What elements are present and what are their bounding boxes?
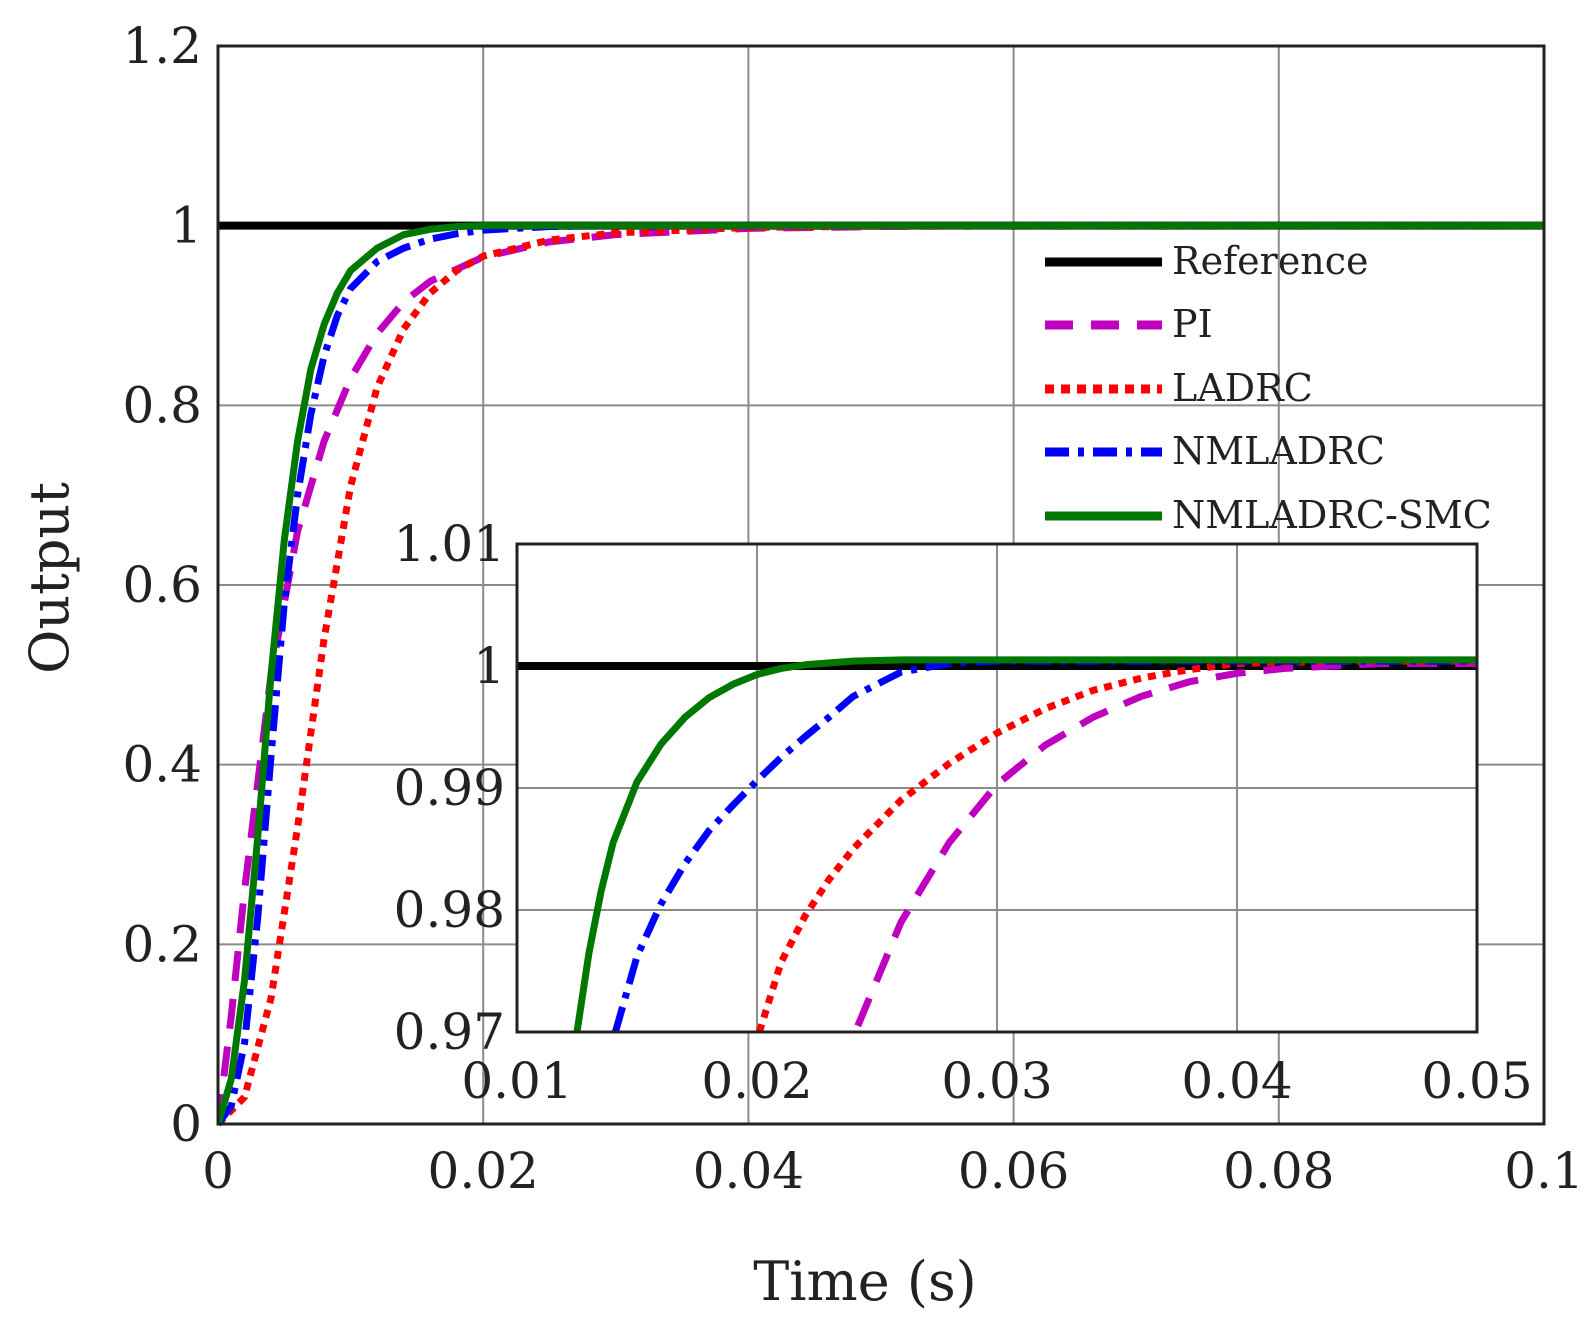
inset-y-tick-label-4: 1.01 (394, 515, 505, 573)
main-series-group (218, 221, 1544, 1127)
inset-x-tick-label-4: 0.05 (1421, 1052, 1532, 1110)
main-series-nmladrc-smc (218, 222, 1544, 1125)
x-axis-label: Time (s) (753, 1250, 976, 1313)
main-y-tick-label-2: 0.4 (122, 736, 202, 794)
inset-plot: 0.01 0.02 0.03 0.04 0.05 0.97 0.98 0.99 1 1.01 (394, 515, 1533, 1110)
inset-x-tick-label-0: 0.01 (461, 1052, 572, 1110)
legend: Reference PI LADRC NMLADRC NMLADRC-SMC (1045, 239, 1492, 537)
inset-y-tick-label-0: 0.97 (394, 1003, 505, 1061)
inset-x-tick-label-2: 0.03 (941, 1052, 1052, 1110)
legend-label-ladrc: LADRC (1172, 366, 1313, 410)
main-x-tick-label-1: 0.02 (428, 1142, 539, 1200)
main-y-tick-label-5: 1 (170, 197, 202, 255)
legend-label-nmladrc: NMLADRC (1172, 429, 1385, 473)
main-axes-frame (216, 44, 1546, 1126)
inset-y-tick-label-3: 1 (473, 637, 505, 695)
inset-series-ladrc (756, 657, 1477, 1034)
main-plot: 0 0.02 0.04 0.06 0.08 0.1 0 0.2 0.4 0.6 0.8 1 1.2 (122, 17, 1583, 1200)
legend-label-reference: Reference (1172, 239, 1369, 283)
inset-y-tick-label-2: 0.99 (394, 759, 505, 817)
main-y-tick-label-6: 1.2 (122, 17, 202, 75)
legend-label-pi: PI (1172, 302, 1213, 346)
main-x-tick-label-5: 0.1 (1504, 1142, 1584, 1200)
inset-series-nmladrc (612, 657, 1477, 1033)
main-y-tick-label-0: 0 (170, 1095, 202, 1153)
main-x-tick-label-2: 0.04 (693, 1142, 804, 1200)
main-x-tick-label-4: 0.08 (1223, 1142, 1334, 1200)
main-y-tick-label-4: 0.8 (122, 376, 202, 434)
main-x-tick-label-0: 0 (202, 1142, 234, 1200)
main-x-tick-label-3: 0.06 (958, 1142, 1069, 1200)
inset-x-tick-label-3: 0.04 (1181, 1052, 1292, 1110)
main-y-tick-label-3: 0.6 (122, 556, 202, 614)
inset-y-tick-label-1: 0.98 (394, 881, 505, 939)
legend-label-nmladrc-smc: NMLADRC-SMC (1172, 493, 1492, 537)
inset-series-group (517, 656, 1477, 1034)
inset-axes-frame (515, 542, 1479, 1034)
y-axis-label: Output (18, 482, 81, 674)
inset-x-tick-label-1: 0.02 (701, 1052, 812, 1110)
main-y-tick-label-1: 0.2 (122, 915, 202, 973)
inset-series-nmladrc-smc (573, 656, 1477, 1033)
